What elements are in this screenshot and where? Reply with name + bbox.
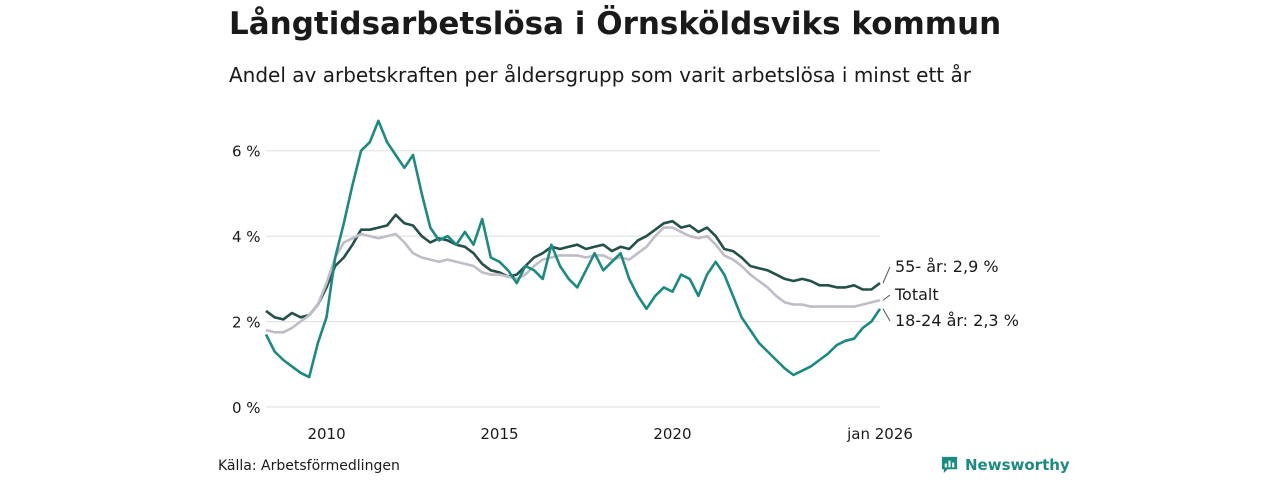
x-tick-label: 2015 bbox=[480, 425, 518, 443]
series-end-labels: 55- år: 2,9 % Totalt 18-24 år: 2,3 % bbox=[882, 257, 1019, 330]
series-line-2 bbox=[264, 119, 882, 379]
brand-logo: Newsworthy bbox=[940, 455, 1070, 474]
chart-title: Långtidsarbetslösa i Örnsköldsviks kommu… bbox=[229, 6, 1002, 42]
series-line-1 bbox=[265, 226, 881, 334]
series-end-label: Totalt bbox=[894, 285, 939, 304]
series-lines bbox=[264, 119, 882, 379]
x-tick-label: jan 2026 bbox=[846, 425, 913, 443]
series-end-label: 18-24 år: 2,3 % bbox=[895, 311, 1019, 330]
label-leader-line bbox=[882, 308, 891, 322]
series-line-0 bbox=[265, 213, 881, 321]
y-tick-label: 0 % bbox=[232, 399, 261, 417]
x-tick-label: 2010 bbox=[307, 425, 345, 443]
gridlines bbox=[266, 150, 880, 408]
x-axis-ticks: 2010 2015 2020 jan 2026 bbox=[307, 425, 912, 443]
label-leader-line bbox=[882, 266, 891, 284]
y-axis-ticks: 0 % 2 % 4 % 6 % bbox=[232, 143, 261, 417]
y-tick-label: 6 % bbox=[232, 143, 261, 161]
brand-name: Newsworthy bbox=[965, 455, 1070, 474]
source-note: Källa: Arbetsförmedlingen bbox=[218, 458, 400, 474]
chart-subtitle: Andel av arbetskraften per åldersgrupp s… bbox=[229, 63, 971, 87]
label-leader-line bbox=[882, 294, 891, 301]
y-tick-label: 2 % bbox=[232, 314, 261, 332]
newsworthy-logo-icon bbox=[941, 456, 958, 474]
y-tick-label: 4 % bbox=[232, 228, 261, 246]
series-end-label: 55- år: 2,9 % bbox=[895, 257, 999, 276]
x-tick-label: 2020 bbox=[653, 425, 691, 443]
